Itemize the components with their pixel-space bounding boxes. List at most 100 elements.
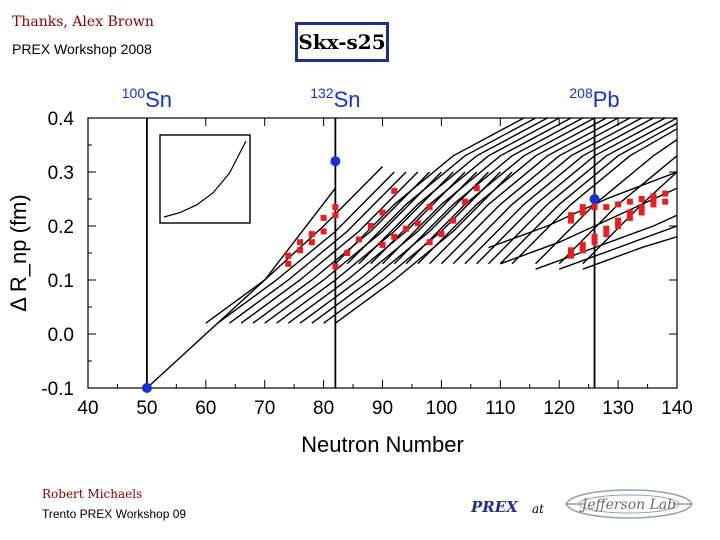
isotope-chain-line (476, 118, 666, 265)
x-tick-label: 130 (602, 398, 634, 419)
isotope-chain-line (535, 139, 677, 265)
x-axis-label: Neutron Number (301, 432, 464, 457)
points-layer (141, 156, 669, 393)
red-data-point (603, 231, 610, 238)
red-data-point (638, 209, 645, 216)
red-data-point (403, 225, 410, 232)
isotope-chain-line (240, 171, 419, 324)
red-data-point (461, 198, 468, 205)
isotope-chain-line (499, 122, 677, 265)
red-data-point (615, 217, 622, 224)
red-data-point (567, 247, 574, 254)
isotope-chain-line (358, 118, 548, 265)
red-data-point (567, 217, 574, 224)
isotope-chain-line (429, 118, 619, 265)
x-tick-label: 50 (136, 398, 157, 419)
red-data-point (626, 214, 633, 221)
isotope-chain-line (511, 128, 677, 265)
red-data-point (379, 241, 386, 248)
prex-label: PREX (471, 498, 518, 516)
red-data-point (308, 231, 315, 238)
isotope-chain-line (217, 171, 395, 324)
red-data-point (320, 214, 327, 221)
red-data-point (591, 233, 598, 240)
red-data-point (414, 220, 421, 227)
y-tick-label: 0.1 (48, 271, 74, 292)
red-data-point (615, 223, 622, 229)
red-data-point (591, 239, 598, 246)
x-tick-label: 100 (426, 398, 458, 419)
red-data-point (579, 209, 586, 216)
isotope-chain-line (311, 171, 489, 324)
isotope-chain-line (393, 118, 584, 265)
red-data-point (391, 187, 398, 194)
red-data-point (579, 204, 586, 211)
isotope-annotation: 208Pb (569, 85, 619, 112)
workshop-title: PREX Workshop 2008 (12, 41, 152, 57)
x-tick-label: 110 (485, 398, 515, 419)
isotope-chain-line (464, 118, 654, 265)
isotope-mass-number: 208 (569, 85, 593, 101)
red-data-point (473, 185, 480, 192)
blue-data-point (589, 194, 600, 204)
red-data-point (603, 204, 610, 211)
red-data-point (367, 223, 374, 229)
logo-text: Jefferson Lab (579, 497, 677, 513)
isotope-chain-line (252, 171, 431, 324)
x-tick-label: 90 (372, 398, 393, 419)
isotope-element: Sn (334, 87, 361, 112)
jefferson-lab-logo: Jefferson Lab (565, 489, 693, 519)
labels-layer: 40 50 60 70 80 90 100 110 120 130 140 -0.1 0.0 0.1 0.2… (6, 85, 693, 457)
isotope-chain-line (287, 171, 466, 324)
isotope-chain-line (417, 118, 607, 265)
red-data-point (650, 201, 657, 208)
isotope-annotation: 100Sn (122, 85, 172, 112)
red-data-point (297, 239, 304, 246)
isotope-chain-line (334, 171, 513, 324)
red-data-point (638, 204, 645, 211)
isotope-annotation: 132Sn (310, 85, 360, 112)
red-data-point (297, 247, 304, 254)
footer-talk: Trento PREX Workshop 09 (42, 507, 187, 521)
red-data-point (438, 231, 445, 238)
footer-author: Robert Michaels (42, 487, 143, 501)
y-tick-label: -0.1 (41, 379, 74, 400)
y-tick-label: 0.4 (48, 109, 75, 130)
isotope-chain-line (535, 214, 677, 270)
isotope-chain-line (146, 187, 336, 388)
isotope-chain-line (334, 118, 525, 265)
plot-frame-layer (87, 117, 678, 389)
y-tick-label: 0.3 (48, 163, 74, 184)
isotope-chain-line (488, 171, 677, 249)
isotope-chain-line (299, 171, 478, 324)
x-tick-label: 60 (195, 398, 216, 419)
red-data-point (344, 250, 351, 256)
red-data-point (391, 233, 398, 240)
y-tick-label: 0.0 (48, 325, 74, 346)
red-data-point (379, 209, 386, 216)
inset-curve (163, 140, 247, 218)
credit-text: Thanks, Alex Brown (12, 14, 154, 30)
y-axis-label: Δ R_np (fm) (6, 194, 31, 311)
isotope-curves-layer (146, 118, 677, 388)
isotope-element: Sn (145, 87, 172, 112)
red-data-point (332, 263, 339, 270)
inset-box (159, 134, 251, 224)
red-data-point (626, 198, 633, 205)
x-tick-label: 80 (313, 398, 334, 419)
red-data-point (638, 196, 645, 202)
red-data-point (285, 260, 292, 267)
red-data-point (567, 252, 574, 259)
red-data-point (662, 190, 669, 197)
red-data-point (320, 228, 327, 235)
isotope-chain-line (323, 171, 501, 324)
at-label: at (532, 502, 544, 516)
isotope-chain-line (205, 166, 383, 324)
x-tick-label: 70 (254, 398, 275, 419)
isotope-chain-line (500, 187, 677, 265)
red-data-point (332, 212, 339, 219)
red-data-point (591, 204, 598, 211)
isotope-chain-line (346, 118, 536, 265)
isotope-chain-line (228, 171, 407, 324)
